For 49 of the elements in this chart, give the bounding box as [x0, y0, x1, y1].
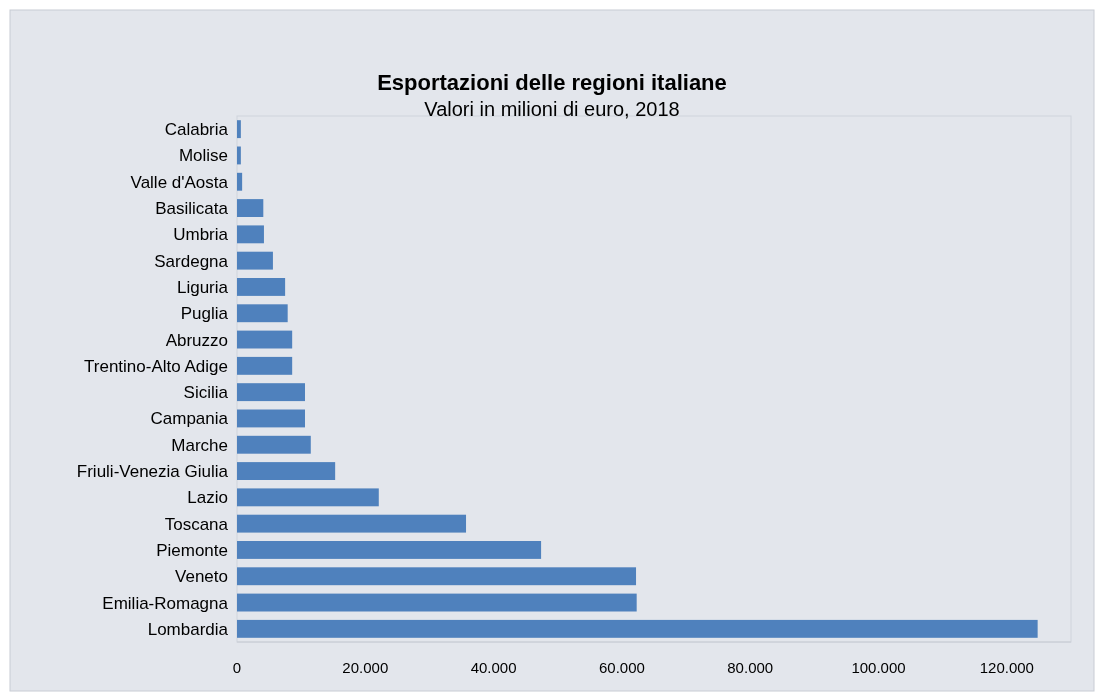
chart-subtitle: Valori in milioni di euro, 2018: [424, 98, 680, 120]
bar: [237, 435, 311, 454]
y-tick-label: Trentino-Alto Adige: [84, 356, 228, 376]
bar: [237, 278, 286, 296]
y-tick-label: Sardegna: [154, 251, 229, 271]
bar: [237, 488, 379, 507]
y-tick-label: Marche: [171, 435, 228, 455]
bar: [237, 172, 243, 191]
y-tick-label: Lazio: [187, 488, 228, 508]
y-tick-label: Friuli-Venezia Giulia: [76, 462, 229, 481]
chart-title: Esportazioni delle regioni italiane: [377, 70, 727, 95]
bar: [237, 383, 305, 402]
bar: [237, 225, 264, 244]
bar: [237, 409, 305, 428]
y-tick-label: Molise: [178, 146, 228, 166]
x-tick-label: 80.000: [727, 659, 774, 677]
x-tick-label: 20.000: [342, 659, 389, 677]
bar: [237, 199, 264, 217]
bar: [237, 514, 467, 533]
y-tick-label: Valle d'Aosta: [130, 172, 229, 192]
bar: [237, 356, 293, 375]
y-tick-label: Veneto: [175, 567, 228, 587]
x-tick-label: 100.000: [851, 659, 906, 677]
bar: [237, 251, 273, 270]
x-tick-label: 40.000: [470, 659, 517, 677]
bar: [237, 567, 637, 586]
bar: [237, 593, 637, 612]
y-tick-label: Campania: [150, 409, 229, 429]
y-tick-label: Liguria: [176, 277, 229, 297]
y-tick-label: Puglia: [180, 304, 229, 324]
bar: [237, 120, 241, 139]
y-tick-label: Basilicata: [155, 199, 229, 218]
y-tick-label: Toscana: [164, 514, 229, 534]
bar: [237, 304, 288, 323]
y-tick-label: Emilia-Romagna: [102, 593, 229, 613]
bar: [237, 462, 336, 480]
x-tick-label: 120.000: [979, 659, 1034, 677]
y-tick-label: Abruzzo: [165, 330, 228, 350]
y-tick-label: Sicilia: [183, 383, 229, 403]
y-tick-label: Piemonte: [156, 540, 228, 560]
y-tick-label: Calabria: [164, 120, 229, 140]
bar: [237, 330, 293, 349]
x-tick-label: 60.000: [598, 659, 645, 677]
y-tick-label: Lombardia: [147, 619, 229, 639]
y-tick-label: Umbria: [173, 225, 229, 245]
bar: [237, 619, 1038, 638]
bar: [237, 541, 542, 559]
bar: [237, 146, 241, 165]
x-tick-label: 0: [232, 659, 242, 677]
